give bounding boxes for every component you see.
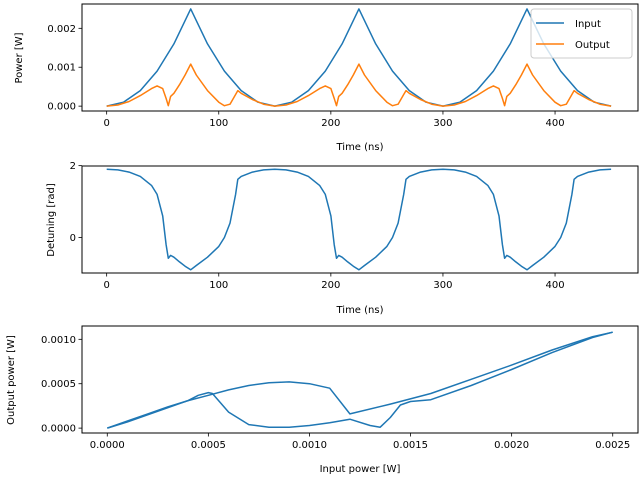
- power-y-tick-label: 0.000: [47, 102, 76, 113]
- power-y-tick-label: 0.002: [47, 24, 76, 35]
- legend-output-label: Output: [575, 40, 610, 51]
- hysteresis-x-tick-label: 0.0005: [191, 440, 226, 451]
- power-x-tick-label: 300: [433, 118, 452, 129]
- detuning-x-tick-label: 200: [321, 280, 340, 291]
- power-y-axis-label: Power [W]: [14, 32, 25, 83]
- hysteresis-y-ticks: 0.0000 0.0005 0.0010: [41, 335, 82, 435]
- power-series-lines: [106, 8, 612, 107]
- power-series-output: [106, 63, 612, 107]
- detuning-y-ticks: 02: [70, 161, 82, 244]
- hysteresis-y-tick-label: 0.0000: [41, 424, 76, 435]
- hysteresis-y-tick-label: 0.0010: [41, 335, 76, 346]
- detuning-series-detuning: [106, 168, 612, 271]
- hysteresis-x-tick-label: 0.0015: [393, 440, 428, 451]
- power-x-tick-label: 400: [546, 118, 565, 129]
- power-y-tick-label: 0.001: [47, 63, 76, 74]
- power-axes-frame: [81, 3, 639, 112]
- legend-box: [530, 8, 633, 59]
- detuning-x-tick-label: 100: [209, 280, 228, 291]
- hysteresis-y-tick-label: 0.0005: [41, 379, 76, 390]
- detuning-series-lines: [106, 168, 612, 271]
- detuning-x-ticks: 0 100 200 300 400: [103, 273, 565, 291]
- legend-input-label: Input: [575, 19, 601, 30]
- detuning-x-tick-label: 0: [103, 280, 109, 291]
- power-vs-time-panel: 0 100 200 300 400 0.0000.0010.002 Time (ns) …: [14, 3, 639, 153]
- detuning-axes-frame: [81, 165, 639, 274]
- detuning-x-tick-label: 300: [433, 280, 452, 291]
- hysteresis-axes-frame: [81, 325, 639, 434]
- hysteresis-x-tick-label: 0.0025: [595, 440, 630, 451]
- detuning-vs-time-panel: 0 100 200 300 400 02 Time (ns) Detuning [rad…: [46, 161, 639, 316]
- power-x-axis-label: Time (ns): [335, 142, 383, 153]
- legend: Input Output: [530, 8, 633, 59]
- power-x-ticks: 0 100 200 300 400: [103, 111, 565, 129]
- hysteresis-y-axis-label: Output power [W]: [6, 335, 17, 425]
- power-series-input: [106, 8, 612, 107]
- detuning-y-tick-label: 0: [70, 233, 76, 244]
- detuning-x-tick-label: 400: [546, 280, 565, 291]
- detuning-y-tick-label: 2: [70, 161, 76, 172]
- hysteresis-series-lines: [107, 331, 613, 429]
- hysteresis-x-ticks: 0.0000 0.0005 0.0010 0.0015 0.0020 0.0025: [90, 433, 630, 451]
- power-x-tick-label: 200: [321, 118, 340, 129]
- output-vs-input-panel: 0.0000 0.0005 0.0010 0.0015 0.0020 0.0025 0.0…: [6, 325, 639, 475]
- power-y-ticks: 0.000 0.001 0.002: [47, 24, 82, 113]
- hysteresis-x-tick-label: 0.0020: [494, 440, 529, 451]
- detuning-y-axis-label: Detuning [rad]: [46, 183, 57, 257]
- detuning-x-axis-label: Time (ns): [335, 305, 383, 316]
- power-x-tick-label: 100: [209, 118, 228, 129]
- hysteresis-x-axis-label: Input power [W]: [320, 464, 401, 475]
- power-x-tick-label: 0: [103, 118, 109, 129]
- hysteresis-series-falling-branch: [107, 331, 613, 429]
- hysteresis-x-tick-label: 0.0010: [292, 440, 327, 451]
- hysteresis-x-tick-label: 0.0000: [90, 440, 125, 451]
